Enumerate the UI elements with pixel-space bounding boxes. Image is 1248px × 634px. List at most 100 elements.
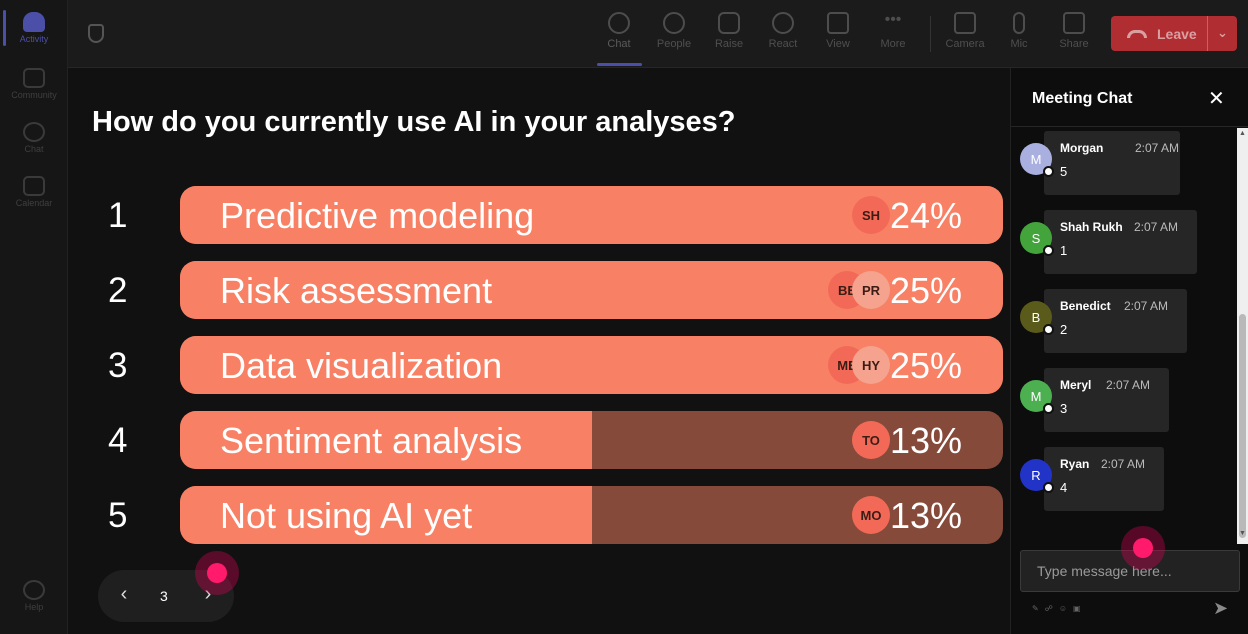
meeting-chat-panel: Meeting Chat ✕ Morgan 2:07 AM 5 M Shah Rukh 2… — [1010, 68, 1248, 634]
ellipsis-icon: ••• — [884, 11, 902, 28]
format-toolbar: ✎ ☍ ☺ ▣ — [1032, 604, 1081, 613]
tool-label: View — [826, 38, 850, 50]
tool-raise[interactable]: Raise — [703, 12, 755, 50]
poll-option[interactable]: 2 Risk assessment BE PR 25% — [68, 261, 1010, 319]
poll-option-bar: Predictive modeling SH 24% — [180, 186, 1003, 244]
rail-item-help[interactable]: Help — [0, 580, 68, 612]
message-time: 2:07 AM — [1135, 141, 1180, 155]
avatar: HY — [852, 346, 890, 384]
tool-label: People — [656, 38, 692, 50]
people-icon — [663, 12, 685, 34]
active-tab-underline — [597, 63, 642, 66]
scroll-up-icon[interactable]: ▲ — [1239, 130, 1246, 137]
tool-label: Raise — [714, 38, 744, 50]
message-bubble: Meryl 2:07 AM 3 — [1044, 368, 1169, 432]
message-bubble: Shah Rukh 2:07 AM 1 — [1044, 210, 1197, 274]
rail-item-chat[interactable]: Chat — [0, 122, 68, 154]
mic-icon — [1013, 12, 1025, 34]
tool-view[interactable]: View — [812, 12, 864, 50]
rail-item-community[interactable]: Community — [0, 68, 68, 100]
rail-item-calendar[interactable]: Calendar — [0, 176, 68, 208]
shield-icon[interactable] — [88, 24, 104, 43]
gif-icon[interactable]: ▣ — [1072, 604, 1081, 613]
chat-divider — [1011, 126, 1248, 127]
poll-option-label: Sentiment analysis — [220, 420, 523, 461]
voter-avatars: MO — [852, 496, 890, 534]
phone-hangup-icon — [1127, 29, 1147, 38]
avatar: PR — [852, 271, 890, 309]
attach-icon[interactable]: ☍ — [1044, 604, 1053, 613]
poll-option-bar: Not using AI yet MO 13% — [180, 486, 1003, 544]
grid-icon — [827, 12, 849, 34]
hand-icon — [718, 12, 740, 34]
chat-title: Meeting Chat — [1032, 90, 1133, 107]
chevron-left-icon[interactable]: ‹ — [120, 583, 128, 605]
poll-option[interactable]: 5 Not using AI yet MO 13% — [68, 486, 1010, 544]
leave-split-divider — [1207, 16, 1208, 51]
message-sender: Ryan — [1060, 457, 1090, 471]
format-icon[interactable]: ✎ — [1032, 604, 1039, 613]
chat-message-list[interactable]: Morgan 2:07 AM 5 M Shah Rukh 2:07 AM 1 S Benedic… — [1011, 128, 1233, 544]
poll-option[interactable]: 1 Predictive modeling SH 24% — [68, 186, 1010, 244]
message-time: 2:07 AM — [1101, 457, 1146, 471]
poll-option-bar: Data visualization ME HY 25% — [180, 336, 1003, 394]
rail-item-label: Chat — [24, 144, 44, 154]
message-sender: Benedict — [1060, 299, 1111, 313]
chat-message-input[interactable] — [1020, 550, 1240, 592]
poll-option-percent: 25% — [889, 345, 962, 386]
active-indicator — [3, 10, 6, 46]
presence-dot — [1043, 245, 1054, 256]
presence-dot — [1043, 403, 1054, 414]
message-text: 2 — [1060, 322, 1068, 337]
close-icon[interactable]: ✕ — [1208, 88, 1225, 110]
avatar: TO — [852, 421, 890, 459]
poll-option-percent: 24% — [889, 195, 962, 236]
rail-item-activity[interactable]: Activity — [0, 12, 68, 44]
scroll-down-icon[interactable]: ▼ — [1239, 530, 1246, 537]
tool-label: Share — [1059, 38, 1089, 50]
leave-button[interactable]: Leave ⌄ — [1111, 16, 1237, 51]
tool-more[interactable]: ••• More — [867, 11, 919, 51]
poll-option-fill — [180, 486, 592, 544]
poll-option-number: 2 — [108, 271, 128, 310]
tool-label: Mic — [1010, 38, 1028, 50]
share-icon — [1063, 12, 1085, 34]
poll-option-bar: Sentiment analysis TO 13% — [180, 411, 1003, 469]
poll-option-fill — [180, 411, 592, 469]
tool-label: React — [768, 38, 798, 50]
help-icon — [23, 580, 45, 600]
tool-chat[interactable]: Chat — [593, 12, 645, 50]
tool-label: More — [880, 38, 906, 50]
message-text: 3 — [1060, 401, 1068, 416]
presence-dot — [1043, 166, 1054, 177]
poll-option[interactable]: 3 Data visualization ME HY 25% — [68, 336, 1010, 394]
poll-option[interactable]: 4 Sentiment analysis TO 13% — [68, 411, 1010, 469]
message-sender: Meryl — [1060, 378, 1092, 392]
click-indicator — [195, 551, 239, 595]
poll-option-number: 3 — [108, 346, 128, 385]
poll-option-label: Predictive modeling — [220, 195, 535, 236]
message-time: 2:07 AM — [1134, 220, 1179, 234]
poll-option-percent: 13% — [889, 495, 962, 536]
message-text: 5 — [1060, 164, 1068, 179]
message-text: 4 — [1060, 480, 1068, 495]
tool-react[interactable]: React — [757, 12, 809, 50]
emoji-icon[interactable]: ☺ — [1058, 604, 1067, 613]
tool-camera[interactable]: Camera — [939, 12, 991, 50]
send-icon[interactable]: ➤ — [1213, 598, 1229, 618]
click-indicator — [1121, 526, 1165, 570]
tool-mic[interactable]: Mic — [993, 12, 1045, 50]
bell-icon — [23, 12, 45, 32]
chevron-down-icon[interactable]: ⌄ — [1217, 25, 1228, 40]
calendar-icon — [23, 176, 45, 196]
tool-people[interactable]: People — [648, 12, 700, 50]
chat-icon — [608, 12, 630, 34]
chevron-right-icon[interactable]: › — [204, 583, 212, 605]
poll-option-label: Not using AI yet — [220, 495, 473, 536]
rail-item-label: Help — [24, 602, 44, 612]
tool-share[interactable]: Share — [1048, 12, 1100, 50]
community-icon — [23, 68, 45, 88]
scrollbar-thumb[interactable] — [1239, 314, 1246, 538]
chat-scrollbar[interactable]: ▲ ▼ — [1237, 128, 1248, 544]
voter-avatars: TO — [852, 421, 890, 459]
